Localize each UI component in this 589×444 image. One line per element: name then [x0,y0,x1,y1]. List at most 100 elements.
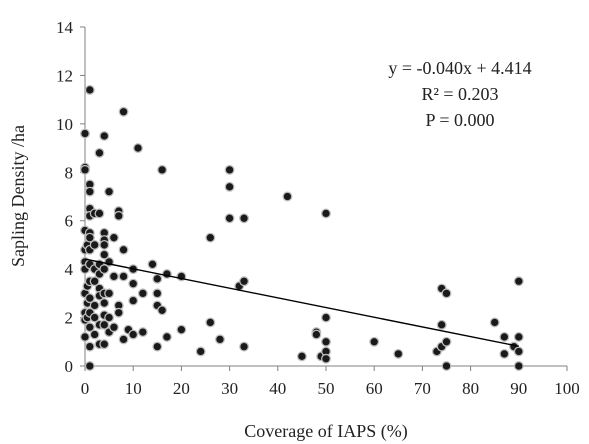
x-tick-label: 80 [462,379,479,398]
data-point [157,164,168,175]
data-point [393,348,404,359]
data-point [104,312,115,323]
data-point [99,239,110,250]
data-point [499,348,510,359]
data-point [321,312,331,323]
y-tick-label: 2 [65,309,74,328]
y-tick-label: 14 [56,18,74,37]
data-point [147,259,158,270]
data-point [224,181,235,192]
data-point [89,312,100,323]
x-tick-label: 10 [125,379,142,398]
data-point [99,339,110,350]
x-tick-label: 30 [221,379,238,398]
data-point [321,208,331,219]
data-point [118,334,129,345]
data-point [205,232,216,243]
data-point [84,341,95,352]
p-value-label: P = 0.000 [426,110,495,130]
data-point [84,85,95,95]
data-point [224,164,235,175]
data-point [94,147,105,158]
data-point [99,264,110,275]
data-point [513,346,524,357]
data-point [321,336,331,347]
x-tick-label: 60 [366,379,383,398]
data-point [161,331,172,342]
data-point [80,331,90,342]
data-point [84,293,95,304]
data-point [161,269,172,279]
data-point [499,331,510,342]
data-point [239,276,250,287]
data-point [489,317,500,328]
y-axis-ticks: 0 2 4 6 8 10 12 14 [56,18,85,376]
data-point [80,128,90,139]
data-point [99,298,110,308]
data-point [113,307,124,318]
data-point [80,164,90,175]
data-point [137,288,148,299]
data-point [99,131,110,141]
trend-line [84,258,519,347]
y-tick-label: 8 [65,163,74,182]
data-point [99,319,110,330]
data-point [513,331,524,342]
data-point [195,346,206,357]
data-point [239,341,250,352]
equation-label: y = -0.040x + 4.414 [388,58,531,78]
data-point [436,319,447,330]
data-point [104,186,115,197]
x-tick-label: 100 [554,379,580,398]
data-points [80,85,524,371]
x-tick-label: 20 [173,379,190,398]
data-point [152,341,163,352]
data-point [89,276,100,287]
data-point [441,288,452,299]
data-point [152,273,163,284]
data-point [176,324,187,335]
data-point [118,106,129,117]
r-squared-label: R² = 0.203 [421,84,498,104]
data-point [311,329,322,340]
data-point [513,361,524,371]
data-point [369,336,380,347]
data-point [224,213,235,224]
x-axis-title: Coverage of IAPS (%) [244,421,407,442]
data-point [99,249,110,260]
data-point [296,351,307,362]
data-point [89,329,100,340]
data-point [128,329,139,340]
data-point [84,186,95,197]
x-tick-label: 70 [414,379,431,398]
y-tick-label: 12 [56,66,73,85]
data-point [84,232,95,243]
x-tick-label: 40 [269,379,286,398]
x-tick-label: 50 [318,379,335,398]
data-point [321,353,331,364]
data-point [118,244,129,255]
data-point [108,232,119,243]
data-point [152,288,163,299]
data-point [239,213,250,224]
data-point [113,210,124,221]
data-point [513,276,524,287]
x-axis-ticks: 0 10 20 30 40 50 60 70 80 90 100 [81,366,580,398]
data-point [89,300,100,311]
x-tick-label: 0 [81,379,90,398]
data-point [157,305,168,316]
y-tick-label: 4 [65,260,74,279]
data-point [128,278,139,289]
y-tick-label: 10 [56,115,73,134]
data-point [128,295,139,306]
y-tick-label: 6 [65,212,74,231]
data-point [205,317,216,328]
data-point [94,208,105,219]
data-point [89,239,100,250]
y-axis-title: Sapling Density /ha [8,125,28,267]
data-point [137,327,148,338]
y-tick-label: 0 [65,357,74,376]
data-point [108,322,119,333]
data-point [441,361,452,371]
